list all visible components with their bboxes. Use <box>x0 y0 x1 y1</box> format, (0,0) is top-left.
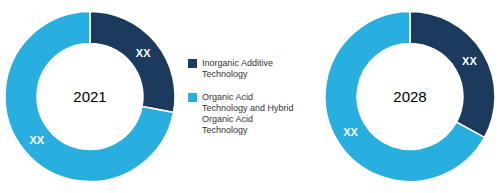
svg-text:XX: XX <box>29 134 44 146</box>
svg-text:XX: XX <box>136 47 151 59</box>
html-text:2028: 2028 <box>393 88 427 105</box>
svg-text:XX: XX <box>343 126 358 138</box>
html-text:2021: 2021 <box>73 88 107 105</box>
html-text:Inorganic Additive Technology: Inorganic Additive Technology <box>202 57 273 79</box>
html-text:Organic Acid Technology and Hy: Organic Acid Technology and Hybrid Organ… <box>202 91 294 135</box>
svg-text:XX: XX <box>462 55 477 67</box>
